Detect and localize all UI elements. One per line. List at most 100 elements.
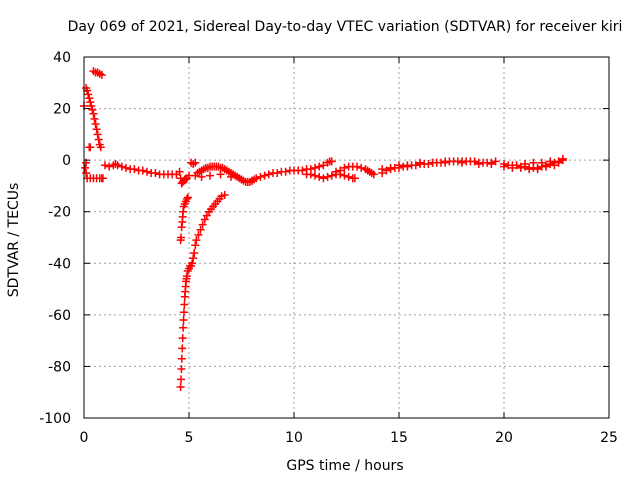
- data-point: [353, 162, 361, 171]
- data-point: [101, 161, 109, 170]
- data-point: [248, 176, 256, 185]
- data-point: [357, 163, 366, 172]
- data-point: [81, 163, 90, 172]
- data-point: [84, 90, 93, 99]
- grid: [84, 57, 609, 418]
- data-point: [143, 167, 151, 176]
- x-tick-label: 10: [285, 430, 303, 446]
- data-point: [533, 165, 542, 174]
- data-point: [177, 365, 186, 374]
- data-point: [323, 172, 332, 181]
- x-tick-label: 5: [185, 430, 194, 446]
- data-point: [216, 170, 225, 179]
- data-point: [306, 170, 315, 179]
- data-point: [315, 172, 324, 181]
- data-point: [416, 158, 424, 167]
- data-point: [554, 157, 563, 166]
- y-tick-label: -100: [39, 411, 71, 427]
- data-point: [260, 171, 269, 180]
- data-point: [340, 163, 349, 172]
- data-point: [344, 172, 353, 181]
- data-point: [424, 160, 433, 169]
- data-point: [319, 174, 328, 183]
- data-point: [403, 161, 412, 170]
- data-point: [500, 162, 508, 171]
- data-point: [191, 158, 200, 167]
- data-point: [529, 158, 538, 167]
- data-point: [281, 167, 290, 176]
- data-point: [550, 161, 559, 170]
- data-point: [227, 172, 235, 181]
- data-point: [411, 161, 420, 170]
- data-point: [192, 236, 201, 245]
- data-point: [264, 170, 273, 179]
- y-tick-label: -40: [48, 256, 71, 272]
- y-tick-label: -60: [48, 308, 71, 324]
- data-point: [386, 163, 395, 172]
- data-points: [80, 67, 567, 392]
- data-point: [175, 167, 184, 176]
- data-point: [491, 157, 500, 166]
- data-point: [197, 172, 206, 181]
- x-axis-label: GPS time / hours: [286, 458, 403, 474]
- data-point: [382, 166, 391, 175]
- y-tick-label: 20: [53, 102, 71, 118]
- data-point: [177, 233, 186, 242]
- data-point: [537, 158, 546, 167]
- data-point: [441, 157, 450, 166]
- data-point: [350, 174, 359, 183]
- data-point: [525, 165, 534, 174]
- plot-frame: [83, 56, 610, 419]
- data-point: [179, 316, 188, 325]
- data-point: [395, 161, 403, 170]
- y-tick-label: -80: [48, 359, 71, 375]
- data-point: [97, 174, 106, 183]
- data-point: [92, 125, 101, 134]
- data-point: [220, 190, 229, 199]
- data-point: [189, 254, 198, 263]
- data-point: [428, 158, 437, 167]
- data-point: [130, 165, 139, 174]
- data-point: [94, 135, 103, 144]
- data-point: [369, 170, 378, 179]
- data-point: [206, 171, 214, 180]
- x-tick-label: 15: [390, 430, 408, 446]
- data-point: [96, 143, 105, 152]
- data-point: [378, 165, 387, 174]
- y-tick-label: -20: [48, 205, 71, 221]
- data-point: [90, 114, 99, 123]
- data-point: [182, 194, 191, 203]
- data-point: [237, 175, 246, 184]
- data-point: [508, 163, 517, 172]
- y-tick-label: 40: [53, 50, 71, 66]
- data-point: [93, 130, 102, 139]
- data-point: [188, 259, 197, 268]
- data-point: [91, 120, 100, 129]
- chart-title: Day 069 of 2021, Sidereal Day-to-day VTE…: [68, 19, 623, 35]
- data-point: [179, 323, 188, 332]
- data-point: [85, 94, 94, 103]
- axis-ticks: 0 5 10 15 20 25 -100 -80 -60 -40 -20 0 20 40: [39, 50, 618, 446]
- data-point: [117, 162, 126, 171]
- y-tick-label: 0: [62, 153, 71, 169]
- data-point: [196, 225, 205, 234]
- data-point: [256, 172, 265, 181]
- data-point: [82, 169, 91, 178]
- data-point: [122, 163, 130, 172]
- data-point: [327, 171, 336, 180]
- data-point: [177, 375, 186, 384]
- data-point: [298, 166, 307, 175]
- data-point: [311, 171, 319, 180]
- data-point: [474, 160, 483, 169]
- data-point: [113, 161, 122, 170]
- data-point: [105, 162, 114, 171]
- data-point: [558, 154, 567, 163]
- data-point: [191, 241, 200, 250]
- data-point: [191, 171, 200, 180]
- data-point: [516, 163, 525, 172]
- data-point: [470, 157, 479, 166]
- data-point: [273, 169, 282, 178]
- data-point: [546, 157, 555, 166]
- data-point: [198, 220, 207, 229]
